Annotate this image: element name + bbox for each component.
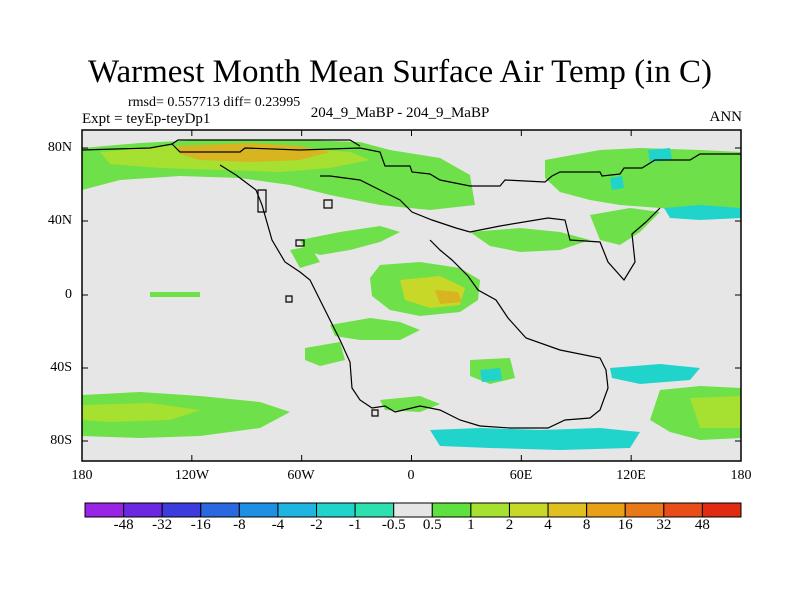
comparison-label: 204_9_MaBP - 204_9_MaBP [310,105,490,121]
colorbar-label: 4 [544,517,552,533]
coast-south-atlantic [394,405,481,427]
coast-north [81,143,741,187]
anomaly-region-cyan-east [610,364,700,384]
coastlines [81,139,741,429]
anomaly-region-asia-belt [470,228,590,252]
colorbar-label: 48 [694,517,710,533]
anomaly-region-north-atlantic [300,226,400,255]
colorbar-swatch [316,502,356,518]
anomaly-region-cyan-south [480,368,502,382]
colorbar-swatch [393,502,433,518]
colorbar-swatch [470,502,510,518]
anomaly-region-antarctic-cyan [430,428,640,450]
colorbar-swatch [701,502,742,518]
plot-title: Warmest Month Mean Surface Air Temp (in … [87,54,713,90]
lat-tick-80s: 80S [50,433,72,448]
anomaly-region-east-asia [590,208,660,245]
lat-tick-40n: 40N [47,213,72,228]
experiment-label: Expt = teyEp-teyDp1 [82,111,211,127]
colorbar-label: -2 [310,517,323,533]
colorbar-swatch [431,502,472,518]
colorbar-swatch [84,502,125,518]
island-3 [285,295,293,303]
colorbar-label: -8 [233,517,246,533]
anomaly-region-tropical-hot [435,290,462,304]
colorbar-label: -4 [271,517,285,533]
coast-arctic-north [171,139,361,147]
lon-tick-60e: 60E [509,468,533,483]
colorbar-swatch [238,502,279,518]
lat-tick-80n: 80N [47,140,72,155]
anomaly-region-south-west-core [82,403,200,422]
colorbar-label: -32 [152,517,173,533]
stats-label: rmsd= 0.557713 diff= 0.23995 [128,95,301,110]
colorbar-swatch [161,502,202,518]
coast-eurasia-south [429,239,609,429]
colorbar-label: 2 [505,517,514,533]
coast-africa-asia [320,175,661,282]
colorbar-label: -0.5 [381,517,406,533]
colorbar-label: 16 [617,517,633,533]
colorbar-swatch [277,502,318,518]
colorbar-label: 8 [582,517,591,533]
colorbar-swatch [200,502,240,518]
island-2 [295,239,305,247]
lon-tick-120w: 120W [174,468,210,483]
island-5 [371,409,379,417]
colorbar-label: -1 [348,517,362,533]
lon-tick-60w: 60W [287,468,315,483]
anomaly-region-south-pacific [305,342,345,366]
anomaly-region-south-atlantic [380,396,440,412]
anomaly-region-south-america [330,318,420,340]
lat-tick-0: 0 [65,287,72,302]
lon-tick-180e: 180 [730,468,752,483]
colorbar-label: 32 [656,517,672,533]
colorbar-label: -16 [190,517,211,533]
anomaly-region-nw [290,246,320,268]
anomaly-region-arctic-east [545,148,741,212]
colorbar-swatch [354,502,395,518]
colorbar-swatch [624,502,665,518]
axis-ticks [81,130,742,461]
anomaly-region-cyan-ne [664,205,741,220]
island-1 [257,189,267,213]
colorbar-swatch [123,502,163,518]
coast-americas [219,164,396,413]
anomaly-region-cyan-small2 [648,148,672,162]
colorbar-label: 0.5 [422,517,442,533]
colorbar-swatch [586,502,626,518]
season-label: ANN [709,109,743,125]
anomaly-region-arctic-orange [178,143,330,162]
lon-tick-180w: 180 [71,468,93,483]
anomaly-region-south-east-core [690,396,741,428]
colorbar-label: -48 [113,517,134,533]
lon-tick-0: 0 [407,468,415,483]
colorbar-label: 1 [467,517,475,533]
island-4 [323,199,333,209]
anomaly-region-pacific-strip [150,292,200,297]
colorbar-swatch [508,502,549,518]
anomaly-region-cyan-small [610,176,624,190]
colorbar-swatch [547,502,588,518]
colorbar-swatch [663,502,703,518]
lat-tick-40s: 40S [50,360,72,375]
lon-tick-120e: 120E [616,468,646,483]
